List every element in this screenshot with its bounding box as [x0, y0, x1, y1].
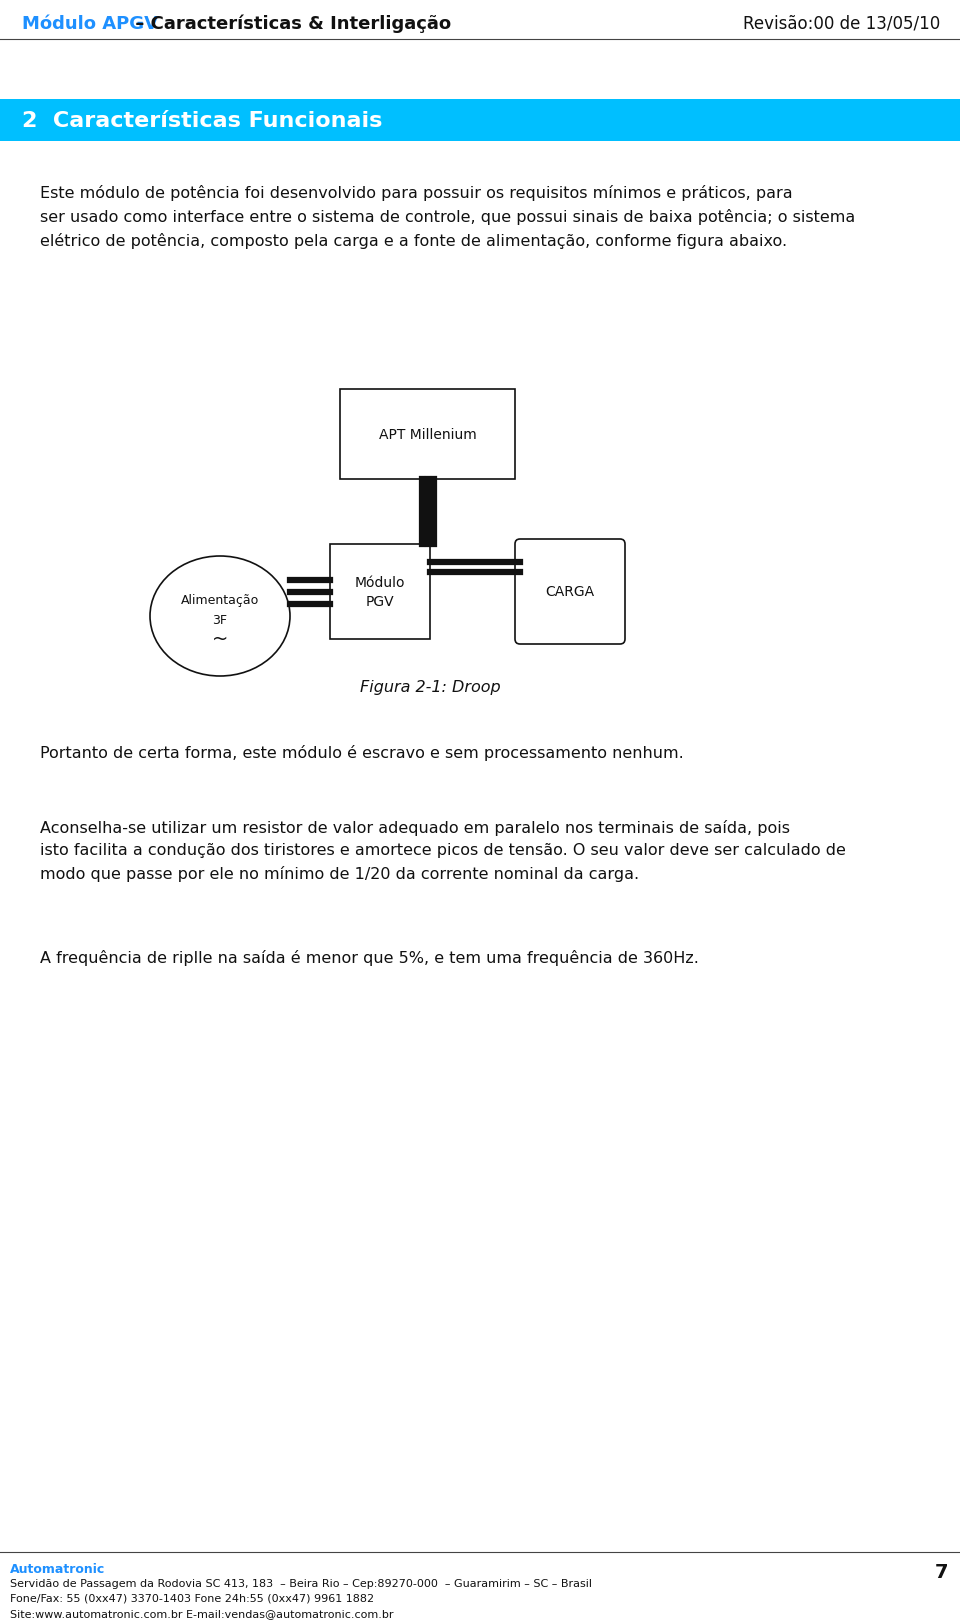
FancyBboxPatch shape [515, 540, 625, 644]
Text: Revisão:00 de 13/05/10: Revisão:00 de 13/05/10 [743, 15, 940, 32]
Text: Aconselha-se utilizar um resistor de valor adequado em paralelo nos terminais de: Aconselha-se utilizar um resistor de val… [40, 820, 846, 881]
Bar [0, 101, 960, 141]
Text: ~: ~ [212, 630, 228, 648]
Text: – Características & Interligação: – Características & Interligação [129, 15, 451, 32]
Text: Figura 2-1: Droop: Figura 2-1: Droop [360, 680, 500, 695]
Text: Portanto de certa forma, este módulo é escravo e sem processamento nenhum.: Portanto de certa forma, este módulo é e… [40, 745, 684, 761]
Text: 7: 7 [934, 1561, 948, 1581]
Text: Módulo
PGV: Módulo PGV [355, 576, 405, 609]
Bar [330, 545, 430, 639]
Text: 2  Características Funcionais: 2 Características Funcionais [22, 110, 382, 131]
Bar [340, 390, 515, 480]
Text: Automatronic: Automatronic [10, 1561, 106, 1574]
Text: Alimentação: Alimentação [180, 594, 259, 607]
Text: 3F: 3F [212, 613, 228, 626]
Text: APT Millenium: APT Millenium [378, 428, 476, 441]
Text: Módulo APGV: Módulo APGV [22, 15, 158, 32]
Text: Este módulo de potência foi desenvolvido para possuir os requisitos mínimos e pr: Este módulo de potência foi desenvolvido… [40, 185, 855, 248]
Text: Fone/Fax: 55 (0xx47) 3370-1403 Fone 24h:55 (0xx47) 9961 1882: Fone/Fax: 55 (0xx47) 3370-1403 Fone 24h:… [10, 1594, 374, 1604]
Ellipse shape [150, 557, 290, 677]
Text: A frequência de riplle na saída é menor que 5%, e tem uma frequência de 360Hz.: A frequência de riplle na saída é menor … [40, 949, 699, 966]
Text: Servidão de Passagem da Rodovia SC 413, 183  – Beira Rio – Cep:89270-000  – Guar: Servidão de Passagem da Rodovia SC 413, … [10, 1578, 592, 1587]
Text: CARGA: CARGA [545, 586, 594, 599]
Text: Site:www.automatronic.com.br E-mail:vendas@automatronic.com.br: Site:www.automatronic.com.br E-mail:vend… [10, 1608, 394, 1618]
